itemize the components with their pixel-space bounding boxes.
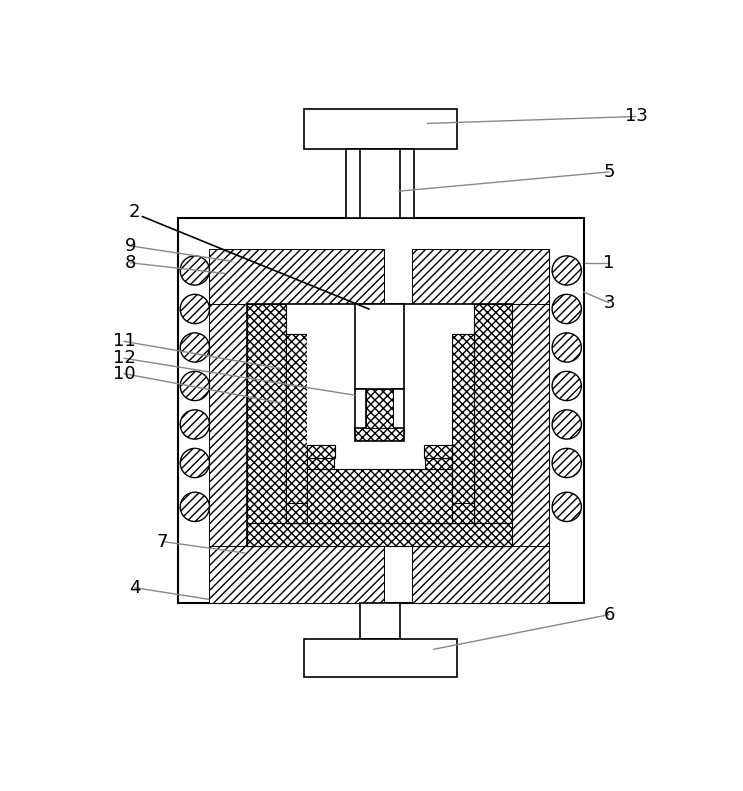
Circle shape bbox=[552, 333, 581, 362]
Bar bbox=[286, 334, 308, 523]
Bar bbox=[360, 149, 400, 218]
Bar bbox=[425, 458, 452, 469]
Bar bbox=[247, 305, 286, 546]
Bar bbox=[366, 389, 394, 428]
Circle shape bbox=[181, 492, 210, 521]
Circle shape bbox=[181, 410, 210, 439]
Text: 10: 10 bbox=[113, 365, 135, 383]
Bar bbox=[209, 249, 247, 603]
Bar bbox=[345, 149, 414, 218]
Bar bbox=[286, 464, 473, 523]
Bar bbox=[308, 445, 335, 458]
Text: 9: 9 bbox=[124, 237, 136, 255]
Bar bbox=[286, 334, 473, 523]
Bar bbox=[424, 445, 452, 458]
Bar bbox=[355, 389, 366, 433]
Circle shape bbox=[552, 410, 581, 439]
Circle shape bbox=[552, 371, 581, 400]
Bar bbox=[308, 334, 452, 523]
Bar bbox=[209, 546, 384, 603]
Text: 2: 2 bbox=[129, 203, 140, 221]
Text: 8: 8 bbox=[125, 254, 136, 272]
Circle shape bbox=[181, 333, 210, 362]
Circle shape bbox=[552, 492, 581, 521]
Text: 11: 11 bbox=[113, 332, 135, 350]
Bar bbox=[178, 218, 584, 603]
Circle shape bbox=[181, 448, 210, 478]
Circle shape bbox=[181, 294, 210, 324]
Bar bbox=[412, 249, 549, 305]
Bar bbox=[510, 249, 549, 603]
Circle shape bbox=[552, 448, 581, 478]
Bar bbox=[209, 249, 384, 305]
Circle shape bbox=[552, 255, 581, 285]
Bar bbox=[355, 428, 404, 441]
Circle shape bbox=[181, 255, 210, 285]
Bar bbox=[247, 305, 512, 546]
Bar bbox=[452, 334, 473, 503]
Bar bbox=[308, 458, 334, 469]
Text: 1: 1 bbox=[603, 254, 614, 272]
Bar bbox=[355, 305, 404, 389]
Text: 4: 4 bbox=[129, 579, 140, 596]
Bar bbox=[452, 334, 473, 523]
Text: 5: 5 bbox=[603, 163, 615, 181]
Bar bbox=[473, 305, 512, 546]
Bar bbox=[286, 334, 308, 503]
Text: 6: 6 bbox=[603, 606, 614, 623]
Bar bbox=[286, 501, 473, 523]
Text: 13: 13 bbox=[625, 108, 647, 126]
Bar bbox=[394, 389, 404, 433]
Bar bbox=[308, 334, 452, 503]
Bar bbox=[360, 603, 400, 638]
Circle shape bbox=[552, 294, 581, 324]
Bar bbox=[308, 469, 452, 523]
Bar bbox=[304, 109, 457, 149]
Bar bbox=[304, 638, 457, 677]
Text: 12: 12 bbox=[112, 350, 135, 367]
Text: 7: 7 bbox=[157, 532, 168, 551]
Bar bbox=[247, 523, 512, 546]
Text: 3: 3 bbox=[603, 293, 615, 312]
Bar bbox=[412, 546, 549, 603]
Circle shape bbox=[181, 371, 210, 400]
